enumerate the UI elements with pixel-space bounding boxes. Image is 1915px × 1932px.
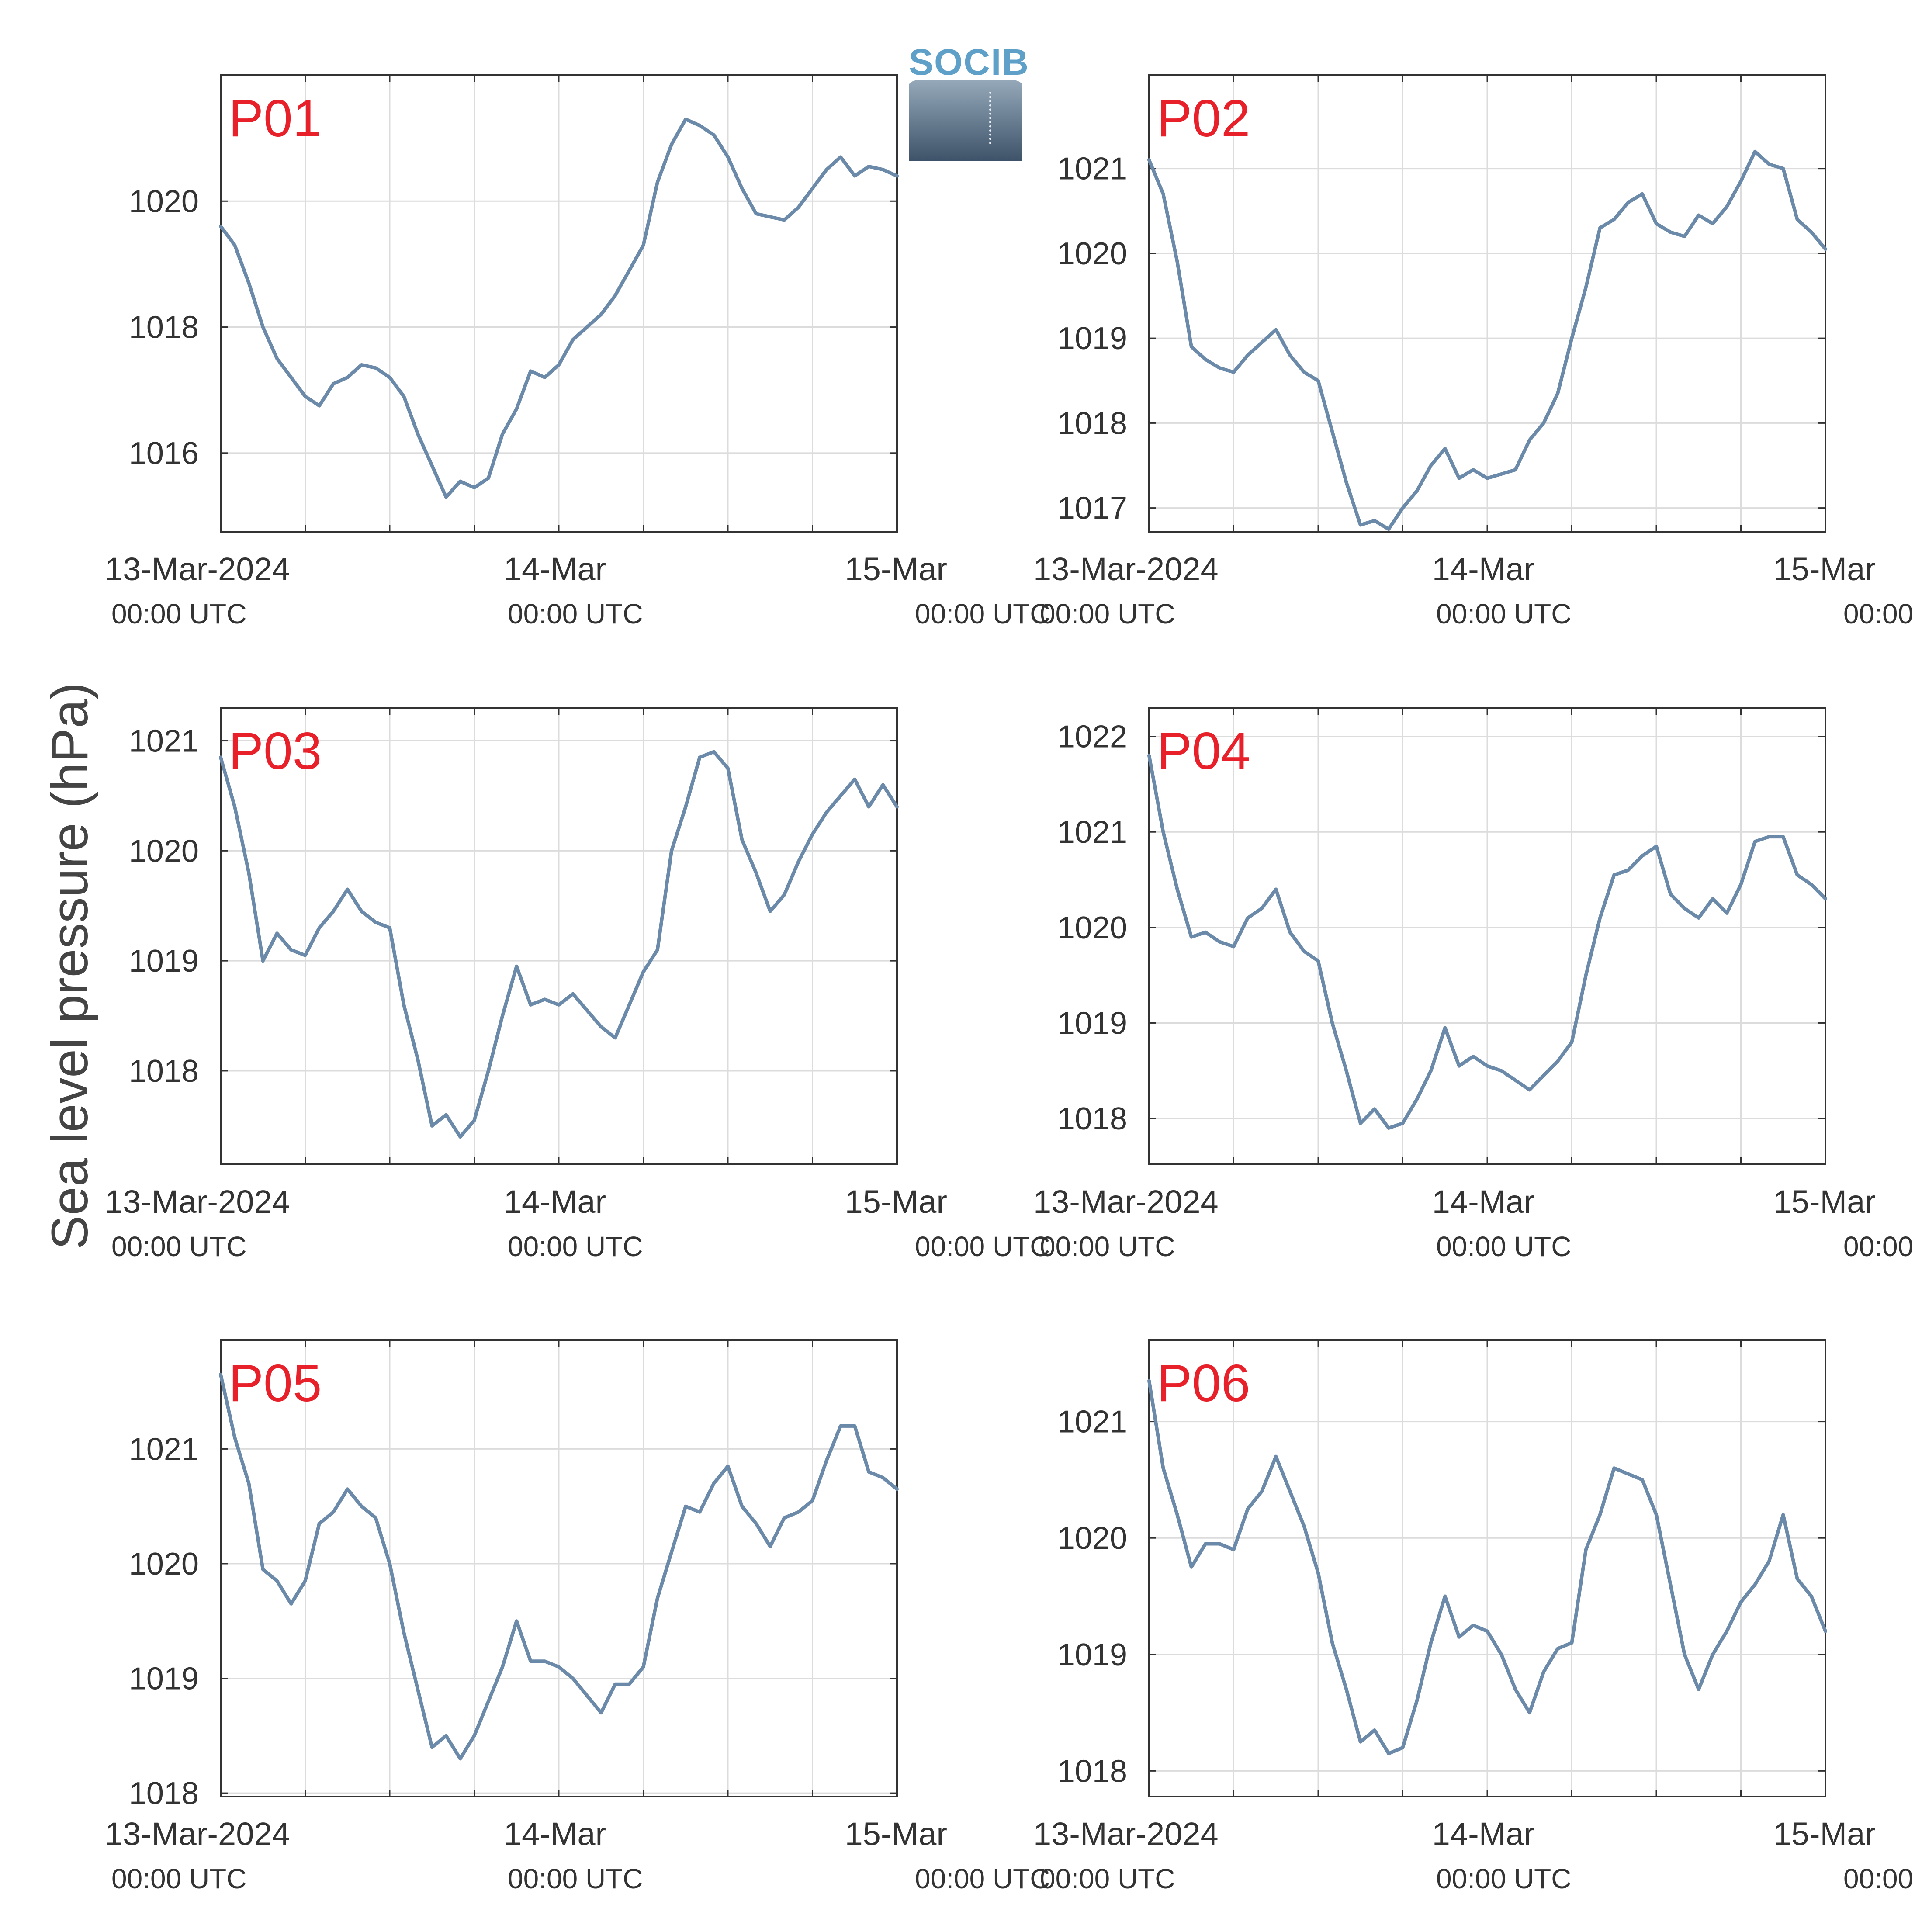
p03-ytick-label: 1020 [129,834,199,869]
p06-xtick-label: 15-Mar [1773,1816,1876,1852]
p04-panel-label: P04 [1157,722,1250,780]
logo-mark [909,80,1022,161]
p03-series-line [219,750,899,1139]
p06-xtick-sublabel: 00:00 UTC [1040,1863,1175,1894]
p02-ytick-label: 1019 [1057,321,1127,356]
p06-panel-label: P06 [1157,1354,1250,1413]
p04-xtick-sublabel: 00:00 UTC [1040,1231,1175,1262]
p05-panel-label: P05 [229,1354,322,1413]
p02-xtick-label: 15-Mar [1773,551,1876,587]
p01-xtick-label: 14-Mar [504,551,606,587]
p03-ytick-label: 1018 [129,1054,199,1089]
p04-xtick-sublabel: 00:00 UTC [1436,1231,1571,1262]
p04-ytick-label: 1021 [1057,815,1127,850]
p02-ytick-label: 1018 [1057,406,1127,441]
p01-axes-frame [220,74,898,533]
p06-xtick-sublabel: 00:00 UTC [1843,1863,1915,1894]
p06-xtick-label: 13-Mar-2024 [1033,1816,1219,1852]
p02-xtick-sublabel: 00:00 UTC [1436,598,1571,630]
p04-xtick-label: 14-Mar [1432,1184,1534,1220]
p04-xtick-label: 13-Mar-2024 [1033,1184,1219,1220]
p03-xtick-sublabel: 00:00 UTC [915,1231,1050,1262]
p03-xtick-label: 14-Mar [504,1184,606,1220]
p03-xtick-sublabel: 00:00 UTC [508,1231,643,1262]
p06-series-line [1147,1379,1827,1755]
p02-ytick-label: 1021 [1057,152,1127,187]
p01-xtick-sublabel: 00:00 UTC [111,598,246,630]
p02-xtick-sublabel: 00:00 UTC [1040,598,1175,630]
p01-panel-label: P01 [229,89,322,148]
p04-ytick-label: 1019 [1057,1006,1127,1041]
p01-xtick-label: 15-Mar [845,551,947,587]
p02-panel-label: P02 [1157,89,1250,148]
p05-series-line [219,1372,899,1761]
p05-xtick-sublabel: 00:00 UTC [915,1863,1050,1894]
p05-xtick-sublabel: 00:00 UTC [508,1863,643,1894]
p02-series-line [1147,149,1827,531]
p06-ytick-label: 1020 [1057,1521,1127,1556]
p01-ytick-label: 1018 [129,310,199,345]
p02-axes-frame [1148,74,1826,533]
p04-axes-frame [1148,707,1826,1165]
p04-series-line [1147,754,1827,1130]
p02-xtick-label: 13-Mar-2024 [1033,551,1219,587]
p06-xtick-label: 14-Mar [1432,1816,1534,1852]
p05-axes-frame [220,1339,898,1797]
p01-xtick-sublabel: 00:00 UTC [508,598,643,630]
p05-ytick-label: 1021 [129,1432,199,1467]
p04-xtick-sublabel: 00:00 UTC [1843,1231,1915,1262]
p03-axes-frame [220,707,898,1165]
p05-xtick-sublabel: 00:00 UTC [111,1863,246,1894]
p05-xtick-label: 13-Mar-2024 [105,1816,290,1852]
p06-axes-frame [1148,1339,1826,1797]
p02-ytick-label: 1020 [1057,236,1127,271]
p05-xtick-label: 14-Mar [504,1816,606,1852]
p03-ytick-label: 1021 [129,724,199,759]
socib-logo: SOCIB [909,42,1030,161]
p01-ytick-label: 1016 [129,436,199,471]
p01-xtick-sublabel: 00:00 UTC [915,598,1050,630]
p06-xtick-sublabel: 00:00 UTC [1436,1863,1571,1894]
p01-ytick-label: 1020 [129,184,199,219]
p03-xtick-label: 13-Mar-2024 [105,1184,290,1220]
p03-xtick-label: 15-Mar [845,1184,947,1220]
p03-ytick-label: 1019 [129,944,199,979]
p04-ytick-label: 1022 [1057,720,1127,755]
p05-xtick-label: 15-Mar [845,1816,947,1852]
p04-xtick-label: 15-Mar [1773,1184,1876,1220]
p02-xtick-label: 14-Mar [1432,551,1534,587]
p02-ytick-label: 1017 [1057,491,1127,526]
p05-ytick-label: 1019 [129,1662,199,1697]
p05-ytick-label: 1018 [129,1776,199,1811]
p04-ytick-label: 1020 [1057,911,1127,945]
p01-series-line [219,117,899,499]
p04-ytick-label: 1018 [1057,1101,1127,1136]
p06-ytick-label: 1018 [1057,1754,1127,1789]
p05-ytick-label: 1020 [129,1547,199,1582]
p03-xtick-sublabel: 00:00 UTC [111,1231,246,1262]
p03-panel-label: P03 [229,722,322,780]
p06-ytick-label: 1019 [1057,1638,1127,1672]
logo-text: SOCIB [909,42,1030,83]
p01-xtick-label: 13-Mar-2024 [105,551,290,587]
logo-dotted-line [989,92,994,144]
p06-ytick-label: 1021 [1057,1405,1127,1440]
p02-xtick-sublabel: 00:00 UTC [1843,598,1915,630]
